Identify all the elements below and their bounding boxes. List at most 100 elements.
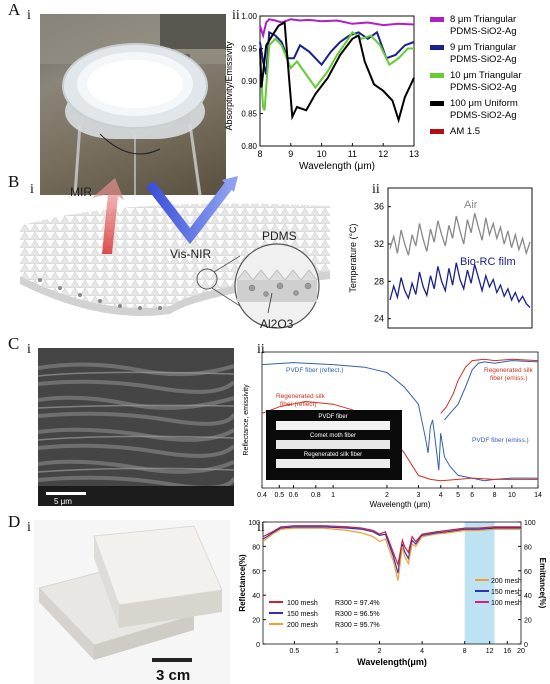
- chart-b-ytick-label: 28: [374, 276, 384, 286]
- chart-a-ytick-label: 0.95: [241, 45, 257, 54]
- chart-b-ylabel: Temperature (°C): [348, 223, 358, 292]
- inset-fiber2-label: Comet moth fiber: [310, 433, 356, 439]
- panel-a-i-label: i: [27, 8, 31, 23]
- photo-scale-bar: [152, 658, 192, 662]
- fiber-inset-photo: PVDF fiber Comet moth fiber Regenerated …: [266, 410, 402, 480]
- chart-a-legend-label: 9 μm Triangular: [450, 42, 516, 53]
- white-blocks-photo: 3 cm: [34, 520, 230, 684]
- bio-rc-schematic: MIR Vis-NIR PDMS Al2O3: [20, 176, 330, 331]
- chart-a-legend-label: 10 μm Triangular: [450, 70, 521, 81]
- chart-b-series-line: [389, 262, 531, 308]
- zoom-source-circle: [196, 268, 218, 290]
- chart-b-air-label: Air: [464, 199, 478, 211]
- chart-d-r300-annotation: R300 = 96.5%: [335, 611, 380, 618]
- chart-d-series-line: [262, 526, 521, 574]
- chart-d-xtick-label: 1: [335, 648, 339, 655]
- vis-nir-label: Vis-NIR: [170, 247, 211, 261]
- panel-b-i-label: i: [30, 182, 34, 197]
- chart-a-legend-swatch: [430, 129, 444, 134]
- chart-d-atmospheric-window-band: [464, 522, 495, 644]
- chart-a-xtick-label: 13: [409, 149, 419, 159]
- chart-c-xtick-label: 10: [508, 492, 516, 499]
- chart-c-xtick-label: 8: [493, 492, 497, 499]
- chart-d-y2tick-label: 60: [524, 569, 532, 576]
- chart-a-ytick-label: 0.85: [241, 110, 257, 119]
- pdms-label: PDMS: [262, 229, 297, 243]
- chart-c-silk-emiss-label-2: fiber (emiss.): [490, 375, 528, 382]
- panel-c-label: C: [8, 334, 20, 353]
- chart-c-xtick-label: 0.5: [274, 492, 284, 499]
- chart-d-xtick-label: 8: [463, 648, 467, 655]
- sem-scale-bar: [46, 492, 86, 495]
- chart-a-ylabel: Absorptivity/Emissivity: [224, 41, 234, 131]
- chart-a-ytick-label: 1.00: [241, 12, 257, 21]
- chart-c-xtick-label: 6: [470, 492, 474, 499]
- chart-b: 24 28 32 36 Temperature (°C) Air Bio-RC film: [348, 187, 533, 329]
- panel-b-ii-label: ii: [372, 182, 380, 197]
- panel-d-i-label: i: [27, 520, 31, 535]
- chart-d-series-line: [262, 527, 521, 581]
- al2o3-particles-edge: [38, 278, 162, 310]
- chart-a-series-line: [259, 18, 415, 40]
- chart-c-silk-emiss-label: Regenerated silk: [484, 367, 534, 374]
- chart-c-xtick-label: 3: [416, 492, 420, 499]
- chart-c-xtick-label: 5: [456, 492, 460, 499]
- chart-d-y2tick-label: 80: [524, 544, 532, 551]
- chart-c-pvdf-reflect-label: PVDF fiber (reflect.): [286, 367, 343, 374]
- chart-c-ylabel: Reflectance, emissivity: [243, 384, 250, 456]
- chart-b-frame: [387, 187, 533, 329]
- inset-fiber1-label: PVDF fiber: [318, 414, 347, 420]
- chart-d-ytick-label: 20: [252, 618, 260, 625]
- chart-d-legend-right-label: 200 mesh: [491, 578, 522, 585]
- chart-a-legend-swatch: [430, 17, 444, 22]
- chart-a-series-line: [259, 20, 415, 124]
- sem-image: 5 μm: [38, 348, 234, 506]
- chart-d-ylabel: Reflectance(%): [238, 554, 247, 612]
- chart-c-series-line: [261, 400, 538, 482]
- chart-d-xtick-label: 12: [486, 648, 494, 655]
- photo-scale-label: 3 cm: [156, 667, 190, 684]
- chart-d-xtick-label: 16: [503, 648, 511, 655]
- chart-d-xlabel: Wavelength(μm): [357, 657, 427, 667]
- panel-d-ii-label: ii: [257, 520, 265, 535]
- chart-b-ytick-label: 24: [374, 314, 384, 324]
- chart-d-legend-left-label: 150 mesh: [287, 611, 318, 618]
- chart-c-xtick-label: 2: [385, 492, 389, 499]
- chart-d-legend-left-label: 200 mesh: [287, 622, 318, 629]
- chart-d-y2tick-label: 0: [524, 642, 528, 649]
- chart-a-frame: [259, 15, 415, 147]
- chart-d-legend-left-label: 100 mesh: [287, 600, 318, 607]
- chart-a: 8 9 10 11 12 13 0.80 0.85 0.90 0.95 1.00 Wavelength…: [224, 12, 521, 172]
- chart-a-ytick-label: 0.80: [241, 142, 257, 151]
- chart-d-series-line: [262, 525, 521, 567]
- chart-c-xtick-label: 0.8: [311, 492, 321, 499]
- panel-c-ii-label: ii: [257, 342, 265, 357]
- mir-label: MIR: [70, 185, 92, 199]
- al2o3-label: Al2O3: [260, 317, 294, 331]
- chart-a-ytick-label: 0.90: [241, 77, 257, 86]
- chart-a-xtick-label: 11: [348, 149, 357, 159]
- radiometer-device-photo: [40, 14, 226, 195]
- chart-b-ytick-label: 36: [374, 202, 384, 212]
- chart-c-silk-reflect-label: Regenerated silk: [276, 393, 326, 400]
- chart-b-film-label: Bio-RC film: [460, 256, 516, 268]
- zoom-magnifier: [234, 243, 320, 329]
- chart-c-silk-reflect-label-2: fiber (reflect): [280, 401, 316, 408]
- chart-c-series-line: [444, 360, 539, 421]
- chart-a-legend-label: AM 1.5: [450, 126, 480, 137]
- chart-a-legend-swatch: [430, 101, 444, 106]
- chart-d-xtick-label: 0.5: [290, 648, 300, 655]
- chart-c: 0.4 0.5 0.6 0.8 1 2 3 4 5 6 8 10 14 Wavelength (μm) Re…: [243, 351, 542, 509]
- chart-c-series-line: [440, 358, 539, 414]
- chart-c-xtick-label: 4: [439, 492, 443, 499]
- chart-c-xtick-label: 0.6: [289, 492, 299, 499]
- chart-a-xtick-label: 10: [317, 149, 327, 159]
- panel-d-label: D: [8, 512, 21, 531]
- radiometer-device-illustration: [40, 14, 226, 195]
- chart-d-ytick-label: 100: [248, 520, 260, 527]
- chart-d-xtick-label: 20: [517, 648, 525, 655]
- chart-c-pvdf-emiss-label: PVDF fiber (emiss.): [472, 437, 529, 444]
- chart-c-series-line: [261, 362, 538, 482]
- panel-b-label: B: [8, 172, 20, 191]
